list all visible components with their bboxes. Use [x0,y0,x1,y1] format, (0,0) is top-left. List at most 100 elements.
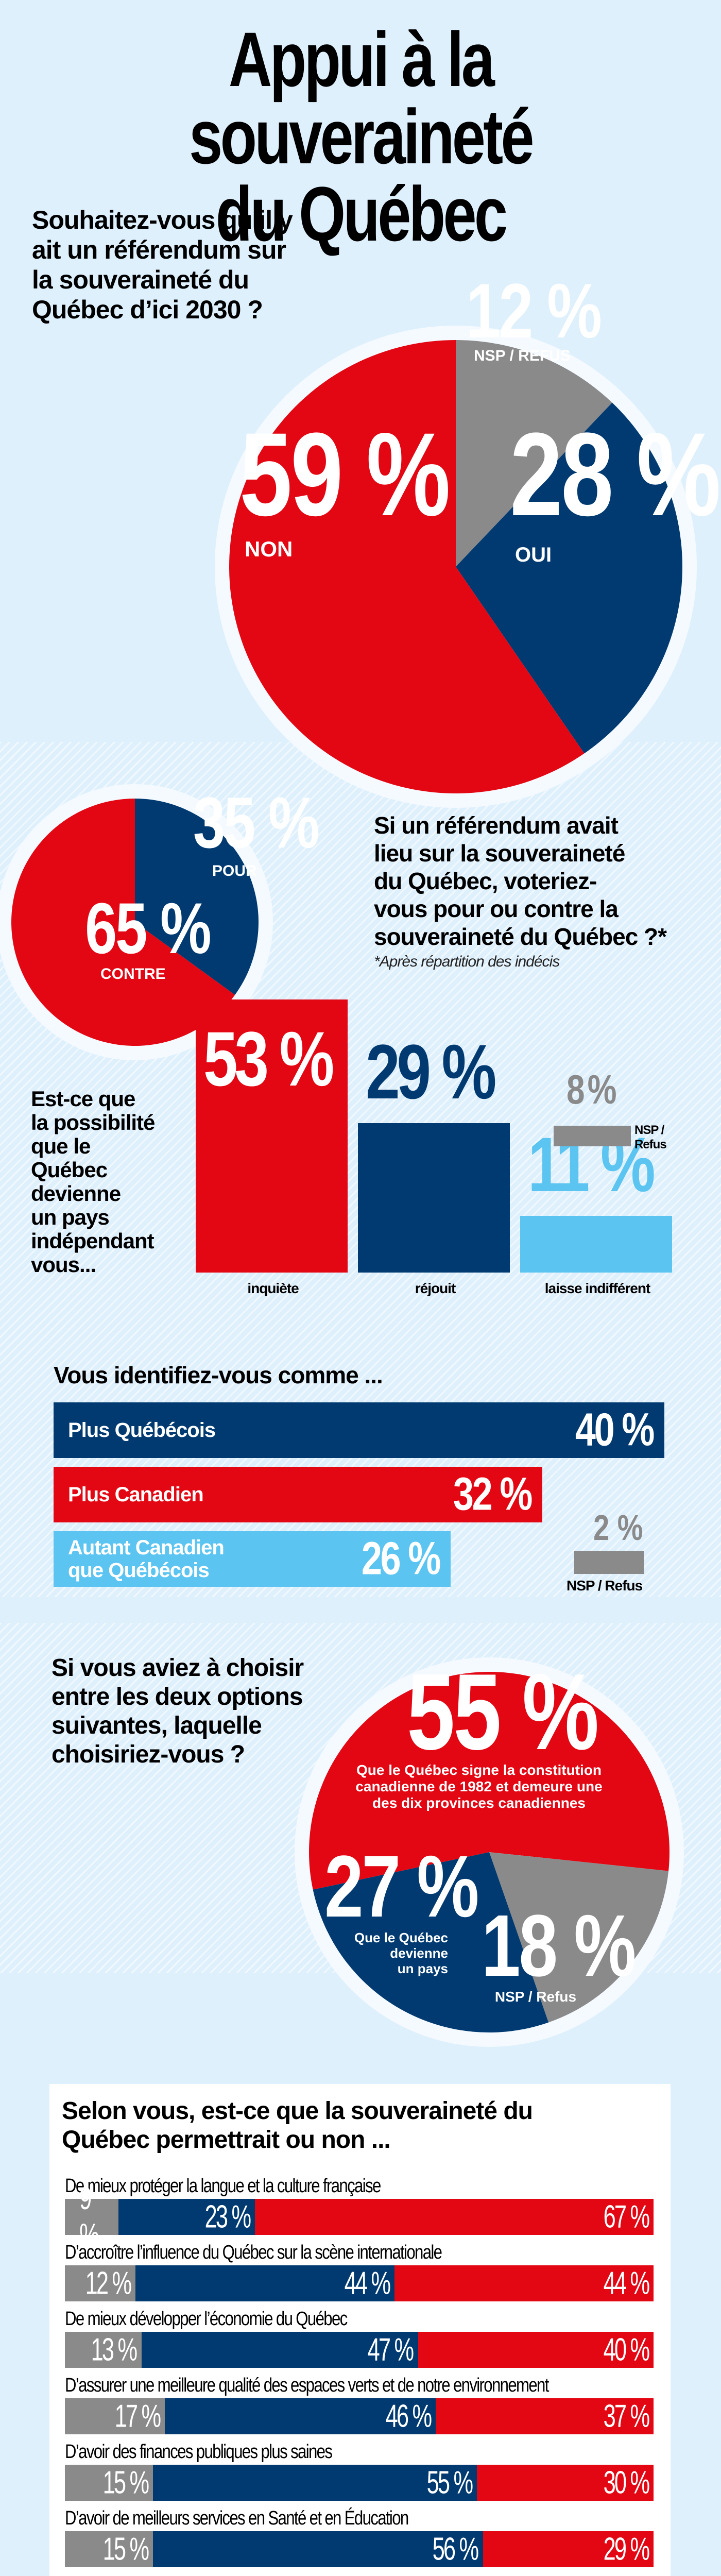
stacked-bar-row: 13 % 47 % 40 % [65,2332,654,2368]
bar-category-label: inquiète [247,1280,299,1296]
question-line: Si un référendum avait [374,812,619,839]
segment-value-label: 37 % [603,2398,650,2434]
segment-oui: 29 % [483,2531,654,2567]
pie-category-label: CONTRE [100,965,166,982]
row-label: De mieux protéger la langue et la cultur… [65,2175,381,2197]
question-line: ait un référendum sur [32,235,286,264]
pie-value-label: 65 % [85,888,210,969]
segment-value-label: 29 % [603,2531,650,2567]
question-line: un pays [31,1205,110,1229]
question-souverainete-permettrait: Selon vous, est-ce que la souveraineté d… [62,2097,533,2155]
stacked-bar-row: 15 % 56 % 29 % [65,2531,654,2567]
question-identification: Vous identifiez-vous comme ... [54,1362,383,1388]
pie-category-label: canadienne de 1982 et demeure une [355,1778,602,1794]
segment-value-label: 30 % [603,2465,650,2501]
pie-slice-non [229,340,585,793]
pie-value-label: 27 % [324,1838,477,1936]
question-line: souveraineté du Québec ?* [374,923,667,950]
segment-non: 23 % [118,2199,255,2235]
bar-category-label: Autant Canadien que Québécois [68,1536,225,1582]
question-line: lieu sur la souveraineté [374,840,625,867]
question-line: la souveraineté du [32,265,249,294]
page-title: Appui à la souveraineté du Québec [79,21,642,252]
question-line: la possibilité [31,1110,155,1134]
identity-bar: Autant Canadien que Québécois 26 % [54,1531,451,1587]
bar-category-label: NSP / Refus [634,1123,667,1151]
question-referendum-2030: Souhaitez-vous qu’il y ait un référendum… [32,205,293,325]
identity-bar: Plus Québécois 40 % [54,1402,664,1458]
bar-value-label: 8 % [566,1066,616,1112]
question-line: Est-ce que [31,1087,135,1111]
pie-slice-pour [135,799,259,995]
segment-non: 47 % [141,2332,418,2368]
segment-non: 44 % [135,2265,395,2301]
pie-slice-nsp-refus [456,340,612,567]
stacked-bar-row: 12 % 44 % 44 % [65,2265,654,2301]
segment-nsp-refus: 15 % [65,2465,153,2501]
title-line-1: Appui à la souveraineté [189,16,534,180]
pie-slice-que-le-qu-bec-signe-la-constit [309,1671,670,1890]
bar-0 [196,999,348,1273]
question-vote-referendum: Si un référendum avait lieu sur la souve… [374,811,667,951]
question-line: devienne [31,1181,121,1206]
question-line: Québec permettrait ou non ... [62,2126,391,2154]
pie-slice-oui [456,402,683,754]
pie-value-label: 18 % [482,1897,634,1995]
pie-category-label: un pays [398,1961,448,1976]
question-line: que le [31,1134,91,1158]
bar-1 [358,1123,510,1273]
bar-value-label: 2 % [593,1507,643,1548]
question-line: Si vous aviez à choisir [52,1654,304,1682]
stacked-bar-row: 17 % 46 % 37 % [65,2398,654,2434]
segment-oui: 67 % [255,2199,654,2235]
bar-value-label: 53 % [203,1015,334,1102]
stacked-bar-row: 9 % 23 % 67 % [65,2181,654,2253]
question-line: vous pour ou contre la [374,895,619,922]
segment-value-label: 23 % [204,2199,252,2235]
segment-value-label: 12 % [85,2265,132,2301]
pie-value-label: 35 % [193,782,318,863]
segment-non: 55 % [153,2465,477,2501]
segment-oui: 37 % [436,2398,654,2434]
question-line: vous... [31,1252,96,1277]
segment-oui: 40 % [418,2332,654,2368]
pie-value-label: 12 % [466,267,600,354]
title-line-2: du Québec [215,171,508,257]
pie-category-label: OUI [515,544,552,566]
pie-category-label: NON [245,537,293,561]
bar-2 [520,1216,672,1273]
question-line: suivantes, laquelle [52,1712,262,1739]
stacked-bar-row: 15 % 55 % 30 % [65,2465,654,2501]
row-label: De mieux développer l’économie du Québec [65,2308,348,2330]
segment-oui: 44 % [394,2265,654,2301]
question-line: choisiriez-vous ? [52,1741,245,1768]
bar-category-label: Plus Québécois [68,1419,216,1442]
segment-value-label: 15 % [102,2531,150,2567]
bar-category-label: laisse indifférent [544,1280,651,1296]
row-label: D’avoir des finances publiques plus sain… [65,2441,333,2463]
pie-value-label: 28 % [510,408,719,540]
segment-nsp-refus: 12 % [65,2265,136,2301]
segment-value-label: 40 % [603,2332,650,2368]
segment-value-label: 13 % [91,2332,138,2368]
pie-slice-contre [11,799,235,1046]
segment-value-label: 67 % [603,2199,650,2235]
question-line: indépendant [31,1229,154,1253]
segment-value-label: 17 % [114,2398,162,2434]
pie-category-label: devienne [390,1945,448,1961]
bar-category-label: Plus Canadien [68,1483,204,1506]
segment-value-label: 44 % [344,2265,391,2301]
question-line: du Québec, voteriez- [374,868,597,894]
bar-value-label: 29 % [366,1028,496,1115]
footnote-indecis: *Après répartition des indécis [374,953,560,970]
segment-nsp-refus: 15 % [65,2531,153,2567]
pie-category-label: POUR [212,862,257,879]
pie-category-label: NSP / Refus [495,1989,576,2005]
segment-nsp-refus: 13 % [65,2332,142,2368]
pie-category-label: NSP / REFUS [474,347,571,364]
pie-category-label: Que le Québec signe la constitution [356,1762,602,1778]
bar-value-label: 32 % [453,1468,533,1520]
bar-category-label: NSP / Refus [566,1578,643,1594]
segment-non: 46 % [165,2398,436,2434]
row-label: D’assurer une meilleure qualité des espa… [65,2375,549,2396]
